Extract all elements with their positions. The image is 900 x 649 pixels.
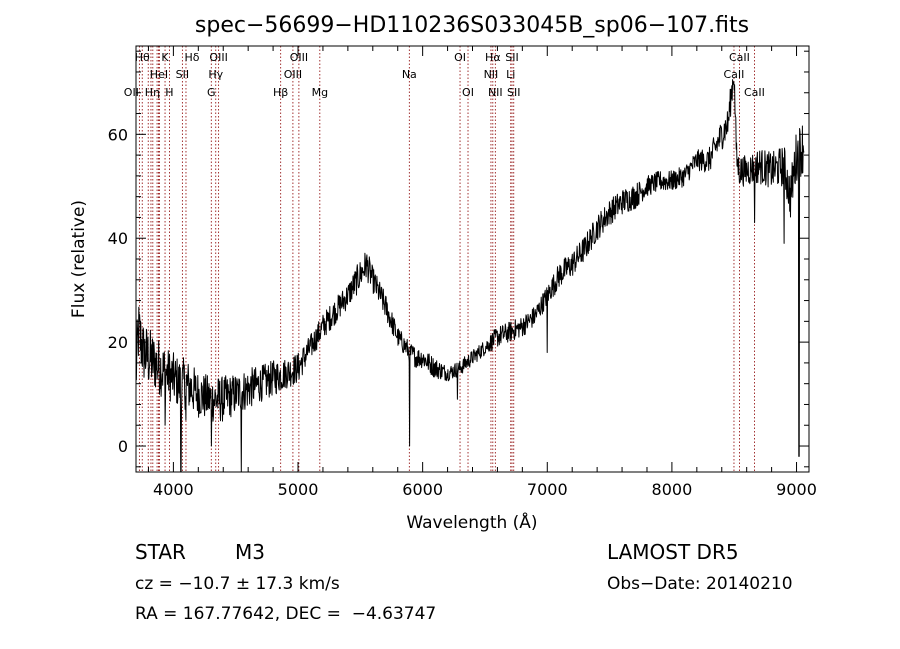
redshift-velocity: cz = −10.7 ± 17.3 km/s	[135, 574, 340, 594]
spectral-line-label: SII	[176, 68, 189, 81]
spectral-line-markers	[138, 46, 755, 472]
spectral-line-label: OII	[124, 86, 139, 99]
spectral-line-label: CaII	[744, 86, 765, 99]
spectral-line-label: OI	[462, 86, 474, 99]
spectral-line-label: OIII	[284, 68, 302, 81]
spectral-line-label: NII	[484, 68, 499, 81]
spectral-line-label: Hγ	[208, 68, 223, 81]
spectral-line-label: Li	[506, 68, 515, 81]
spectral-line-label: H	[165, 86, 173, 99]
x-tick-label: 5000	[278, 480, 319, 499]
y-axis-ticks: 0 20 40 60	[108, 50, 809, 468]
sky-coordinates: RA = 167.77642, DEC = −4.63747	[135, 604, 437, 624]
spectral-line-label: OIII	[290, 51, 308, 64]
spectral-line-label: SII	[507, 86, 520, 99]
x-tick-label: 6000	[402, 480, 443, 499]
spectral-line-label: OI	[454, 51, 466, 64]
object-subclass: M3	[235, 540, 265, 564]
spectral-line-label: CaII	[729, 51, 750, 64]
x-axis-label: Wavelength (Å)	[406, 511, 537, 533]
x-tick-label: 9000	[776, 480, 817, 499]
spectrum-line	[135, 79, 805, 473]
spectral-line-label: Hθ	[135, 51, 150, 64]
spectral-line-label: HeI	[150, 68, 168, 81]
plot-frame	[135, 45, 810, 473]
x-axis-ticks: 4000 5000 6000 7000 8000 9000	[147, 46, 817, 499]
y-tick-label: 60	[108, 125, 128, 144]
x-tick-label: 7000	[527, 480, 568, 499]
y-axis-label: Flux (relative)	[69, 200, 89, 318]
spectral-line-label: Hβ	[273, 86, 288, 99]
y-tick-label: 0	[118, 437, 128, 456]
spectral-line-label: NII	[488, 86, 503, 99]
chart-title: spec−56699−HD110236S033045B_sp06−107.fit…	[195, 13, 749, 38]
spectral-line-label: CaII	[724, 68, 745, 81]
object-class: STAR	[135, 540, 186, 564]
spectral-line-label: OIII	[209, 51, 227, 64]
spectral-line-label: SII	[505, 51, 518, 64]
spectral-line-label: Na	[402, 68, 417, 81]
y-tick-label: 40	[108, 229, 128, 248]
survey-name: LAMOST DR5	[607, 540, 739, 564]
y-tick-label: 20	[108, 333, 128, 352]
observation-date: Obs−Date: 20140210	[607, 574, 793, 594]
spectral-line-label: Hα	[485, 51, 501, 64]
spectral-line-label: Hη	[145, 86, 160, 99]
spectral-line-label: Hδ	[184, 51, 199, 64]
spectral-line-label: Mg	[312, 86, 328, 99]
x-tick-label: 8000	[652, 480, 693, 499]
spectral-line-label: K	[161, 51, 169, 64]
x-tick-label: 4000	[153, 480, 194, 499]
spectral-line-label: G	[207, 86, 216, 99]
